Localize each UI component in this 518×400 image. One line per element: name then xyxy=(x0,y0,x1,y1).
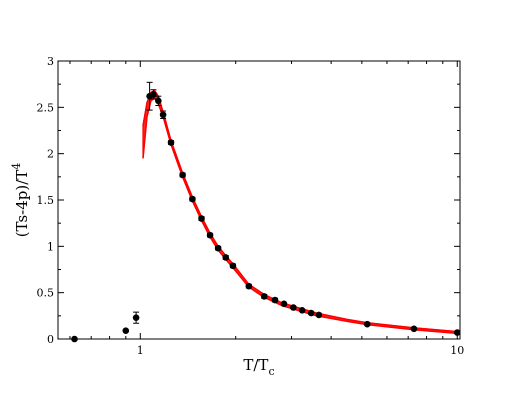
data-point xyxy=(214,244,222,252)
data-point xyxy=(122,327,130,334)
x-axis-title-sub: c xyxy=(268,365,274,378)
y-tick-label: 2 xyxy=(47,148,54,161)
y-axis-title-main: (Ts-4p)/T xyxy=(13,170,31,238)
band-area xyxy=(142,89,458,335)
data-point xyxy=(167,139,175,146)
data-point xyxy=(245,282,253,290)
y-tick-label: 1.5 xyxy=(37,194,55,207)
data-point xyxy=(298,306,306,314)
y-tick-label: 0 xyxy=(47,333,54,346)
x-tick-label: 10 xyxy=(450,344,464,357)
y-tick-label: 3 xyxy=(47,55,54,68)
x-axis-title-main: T/T xyxy=(243,356,268,374)
data-point xyxy=(307,309,315,317)
data-point xyxy=(189,195,196,203)
data-point xyxy=(179,171,186,179)
y-tick-label: 1 xyxy=(47,240,54,253)
data-point xyxy=(222,254,230,261)
data-point xyxy=(198,215,205,222)
y-axis-title: (Ts-4p)/T4 xyxy=(10,163,31,238)
band-lower-curve xyxy=(142,97,458,335)
data-point xyxy=(150,91,157,98)
data-point xyxy=(155,97,162,105)
data-point xyxy=(206,231,214,239)
data-point xyxy=(290,304,297,311)
data-point xyxy=(453,329,461,336)
points-layer xyxy=(71,81,461,343)
x-tick-label: 1 xyxy=(137,344,144,357)
data-point xyxy=(410,325,418,333)
plot-frame xyxy=(57,60,461,340)
data-point xyxy=(271,296,279,304)
band-upper-curve xyxy=(142,89,458,333)
data-point xyxy=(363,320,371,328)
data-point xyxy=(280,300,288,308)
data-point xyxy=(132,314,140,321)
band-layer xyxy=(142,89,458,335)
y-axis-title-sup: 4 xyxy=(10,163,23,170)
x-axis-title: T/Tc xyxy=(243,356,274,378)
y-tick-label: 2.5 xyxy=(37,101,55,114)
data-point xyxy=(159,111,167,119)
data-point xyxy=(260,293,268,300)
ticks-layer: 0 0.5 1 1.5 2 2.5 3 1 10 xyxy=(37,55,465,357)
y-tick-label: 0.5 xyxy=(37,287,55,300)
data-point xyxy=(229,262,237,270)
data-point xyxy=(315,311,323,319)
